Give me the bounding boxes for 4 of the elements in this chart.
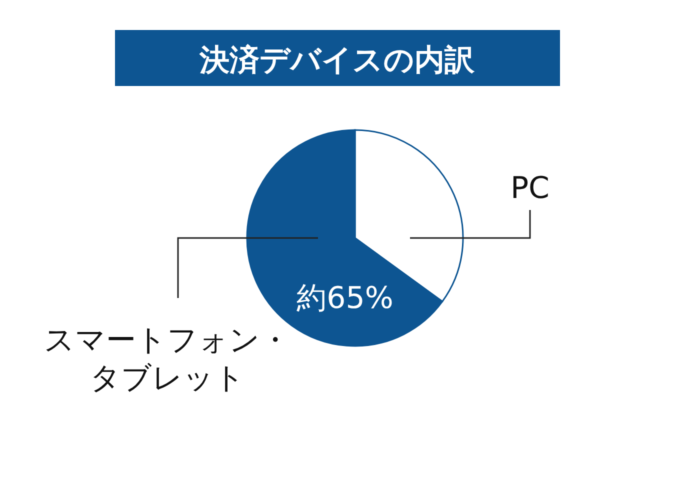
data-label: 約65% [296, 281, 394, 316]
chart-title: 決済デバイスの内訳 [198, 43, 476, 78]
slice-label: スマートフォン・タブレット [44, 323, 290, 396]
slice-label: PC [510, 171, 550, 206]
